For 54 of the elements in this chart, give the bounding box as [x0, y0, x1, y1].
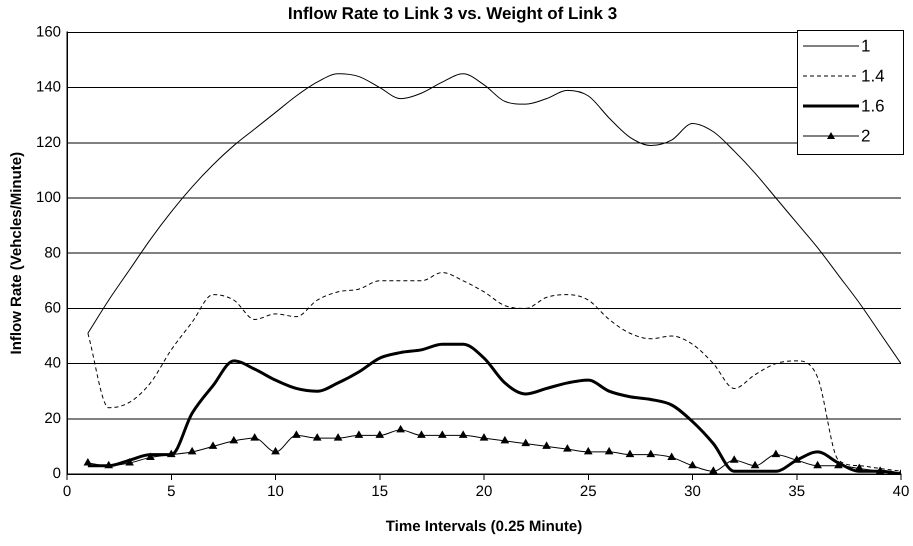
point: [313, 434, 322, 441]
legend-label: 2: [861, 126, 870, 146]
point: [480, 434, 488, 441]
y-tick-label: 60: [44, 300, 62, 317]
point: [334, 434, 342, 441]
point: [272, 447, 280, 454]
point: [814, 461, 822, 468]
point: [563, 444, 572, 452]
point: [209, 442, 217, 449]
point: [418, 430, 426, 438]
x-axis-title: Time Intervals (0.25 Minute): [386, 518, 582, 536]
point: [542, 442, 551, 449]
y-tick-label: 100: [36, 189, 62, 206]
y-tick-label: 140: [36, 78, 62, 96]
y-tick-label: 80: [44, 244, 62, 262]
point: [730, 456, 738, 463]
point: [751, 461, 760, 468]
y-tick-label: 20: [44, 410, 62, 427]
point: [772, 450, 780, 458]
point: [354, 430, 363, 438]
point: [626, 450, 634, 458]
point: [188, 447, 196, 454]
y-tick-label: 0: [52, 465, 62, 482]
point: [605, 447, 614, 454]
x-tick-label: 25: [580, 483, 597, 500]
y-tick-label: 160: [36, 24, 62, 41]
point: [709, 466, 718, 474]
legend-label: 1.6: [861, 96, 885, 116]
point: [459, 430, 468, 438]
point: [250, 434, 259, 441]
point: [668, 452, 676, 460]
point: [584, 447, 592, 454]
point: [230, 436, 238, 444]
point: [688, 461, 696, 468]
y-tick-label: 120: [36, 134, 62, 151]
x-tick-label: 10: [267, 483, 284, 500]
point: [500, 436, 509, 444]
chart-title: Inflow Rate to Link 3 vs. Weight of Link 3: [288, 4, 618, 23]
x-tick-label: 40: [892, 483, 910, 500]
y-axis-title: Inflow Rate (Vehcles/Minute): [8, 152, 26, 354]
point: [376, 430, 384, 438]
point: [438, 430, 446, 438]
y-tick-label: 40: [44, 354, 62, 372]
x-tick-label: 15: [371, 483, 388, 500]
legend-label: 1.4: [861, 66, 885, 86]
legend-label: 1: [861, 36, 870, 56]
point: [646, 450, 655, 458]
x-tick-label: 30: [684, 483, 701, 500]
point: [292, 430, 300, 438]
x-tick-label: 20: [476, 483, 492, 500]
point: [522, 439, 530, 446]
point: [396, 425, 405, 432]
x-tick-label: 5: [167, 483, 176, 500]
x-tick-label: 35: [788, 483, 806, 500]
